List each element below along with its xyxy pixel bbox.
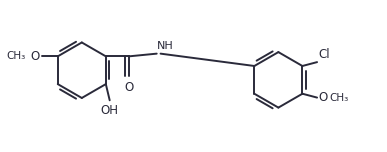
- Text: O: O: [124, 81, 134, 94]
- Text: CH₃: CH₃: [329, 93, 349, 103]
- Text: OH: OH: [101, 104, 119, 117]
- Text: NH: NH: [157, 41, 174, 51]
- Text: Cl: Cl: [319, 48, 330, 61]
- Text: O: O: [319, 91, 328, 104]
- Text: CH₃: CH₃: [6, 51, 26, 61]
- Text: O: O: [31, 50, 39, 63]
